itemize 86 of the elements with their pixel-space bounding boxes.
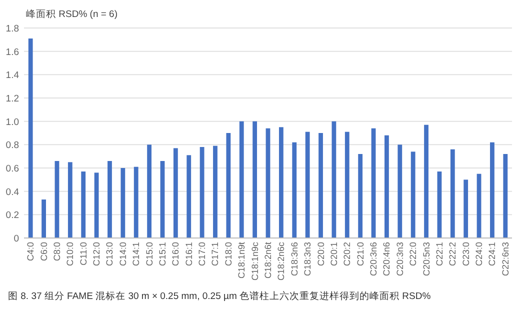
bar — [490, 142, 494, 238]
x-tick-label: C24:0 — [474, 242, 484, 266]
x-tick-label: C20:4n6 — [382, 242, 392, 276]
bar — [476, 174, 482, 238]
bar — [54, 161, 60, 238]
bar — [332, 121, 336, 238]
x-tick-label: C20:3n6 — [368, 242, 379, 276]
y-tick-label: 1.8 — [6, 24, 19, 34]
bar — [450, 149, 455, 238]
x-tick-label: C20:0 — [316, 242, 326, 266]
x-tick-label: C22:1 — [434, 242, 444, 266]
x-tick-label: C18:3n3 — [302, 242, 313, 276]
bar — [108, 161, 112, 238]
y-tick-label: 0.6 — [6, 164, 19, 174]
bar — [371, 128, 376, 238]
x-tick-label: C20:3n3 — [394, 242, 405, 276]
x-tick-label: C6:0 — [38, 242, 49, 262]
bar — [358, 154, 363, 238]
x-tick-label: C15:1 — [157, 242, 168, 266]
x-tick-label: C13:0 — [104, 242, 115, 266]
x-tick-label: C22:2 — [448, 242, 458, 266]
y-tick-label: 0.2 — [6, 210, 19, 222]
x-tick-label: C18:1n9c — [250, 242, 260, 281]
x-tick-label: C17:0 — [197, 242, 208, 266]
bar — [134, 166, 138, 238]
bar — [239, 121, 244, 238]
bar — [28, 38, 33, 238]
bar — [424, 124, 428, 238]
x-tick-label: C22:6n3 — [500, 242, 510, 276]
x-tick-label: C10:0 — [65, 242, 76, 266]
bar — [42, 200, 46, 238]
x-tick-label: C18:2n6t — [263, 242, 273, 279]
x-tick-label: C16:0 — [170, 242, 181, 266]
bar — [173, 148, 178, 238]
bar — [81, 172, 86, 238]
bar — [278, 127, 284, 238]
x-tick-label: C18:1n9t — [236, 242, 247, 279]
x-tick-label: C20:5n3 — [421, 242, 432, 276]
x-tick-label: C17:1 — [210, 242, 220, 266]
y-tick-label: 1.0 — [6, 116, 19, 128]
x-tick-label: C18:0 — [223, 242, 234, 266]
x-tick-label: C24:1 — [487, 242, 498, 266]
bar — [292, 142, 297, 238]
bar — [160, 161, 165, 238]
bar — [503, 154, 508, 238]
x-tick-label: C11:0 — [78, 242, 88, 266]
y-tick-label: 1.6 — [6, 46, 19, 58]
x-tick-label: C18:3n6 — [289, 242, 300, 276]
x-tick-label: C15:0 — [144, 242, 154, 266]
bar — [226, 133, 231, 238]
y-tick-label: 0 — [14, 234, 19, 244]
x-tick-label: C4:0 — [26, 242, 36, 262]
bar — [186, 155, 192, 238]
y-tick-label: 0.4 — [6, 186, 19, 198]
y-tick-label: 0.8 — [6, 140, 19, 152]
bar — [318, 133, 323, 238]
x-tick-label: C18:2n6c — [276, 242, 286, 281]
x-tick-label: C12:0 — [92, 242, 102, 266]
bar — [384, 135, 389, 238]
bar — [464, 180, 468, 238]
x-tick-label: C16:1 — [184, 242, 194, 266]
x-tick-label: C14:0 — [118, 242, 128, 266]
bar — [200, 147, 204, 238]
x-tick-label: C22:0 — [408, 242, 418, 266]
bar — [410, 152, 416, 238]
bar — [437, 172, 442, 238]
x-tick-label: C14:1 — [131, 242, 142, 266]
x-tick-label: C8:0 — [52, 242, 62, 262]
x-tick-label: C21:0 — [355, 242, 366, 266]
bar — [68, 162, 72, 238]
bar — [147, 144, 152, 238]
bar — [252, 121, 258, 238]
x-tick-label: C20:1 — [328, 242, 339, 266]
bar — [213, 146, 218, 238]
bar — [266, 128, 270, 238]
x-tick-label: C20:2 — [342, 242, 352, 266]
bar — [305, 132, 310, 238]
bar — [398, 144, 402, 238]
bar — [120, 168, 126, 238]
y-tick-label: 1.4 — [6, 70, 19, 82]
y-tick-label: 1.2 — [6, 94, 19, 104]
bar — [94, 172, 99, 238]
caption: 图 8. 37 组分 FAME 混标在 30 m × 0.25 mm, 0.25 µm 色谱柱上六次重复进样得到的峰面积 RSD% — [8, 290, 432, 304]
bar — [344, 132, 350, 238]
x-tick-label: C23:0 — [460, 242, 471, 266]
y-axis-title: 峰面积 RSD% (n = 6) — [26, 8, 118, 20]
